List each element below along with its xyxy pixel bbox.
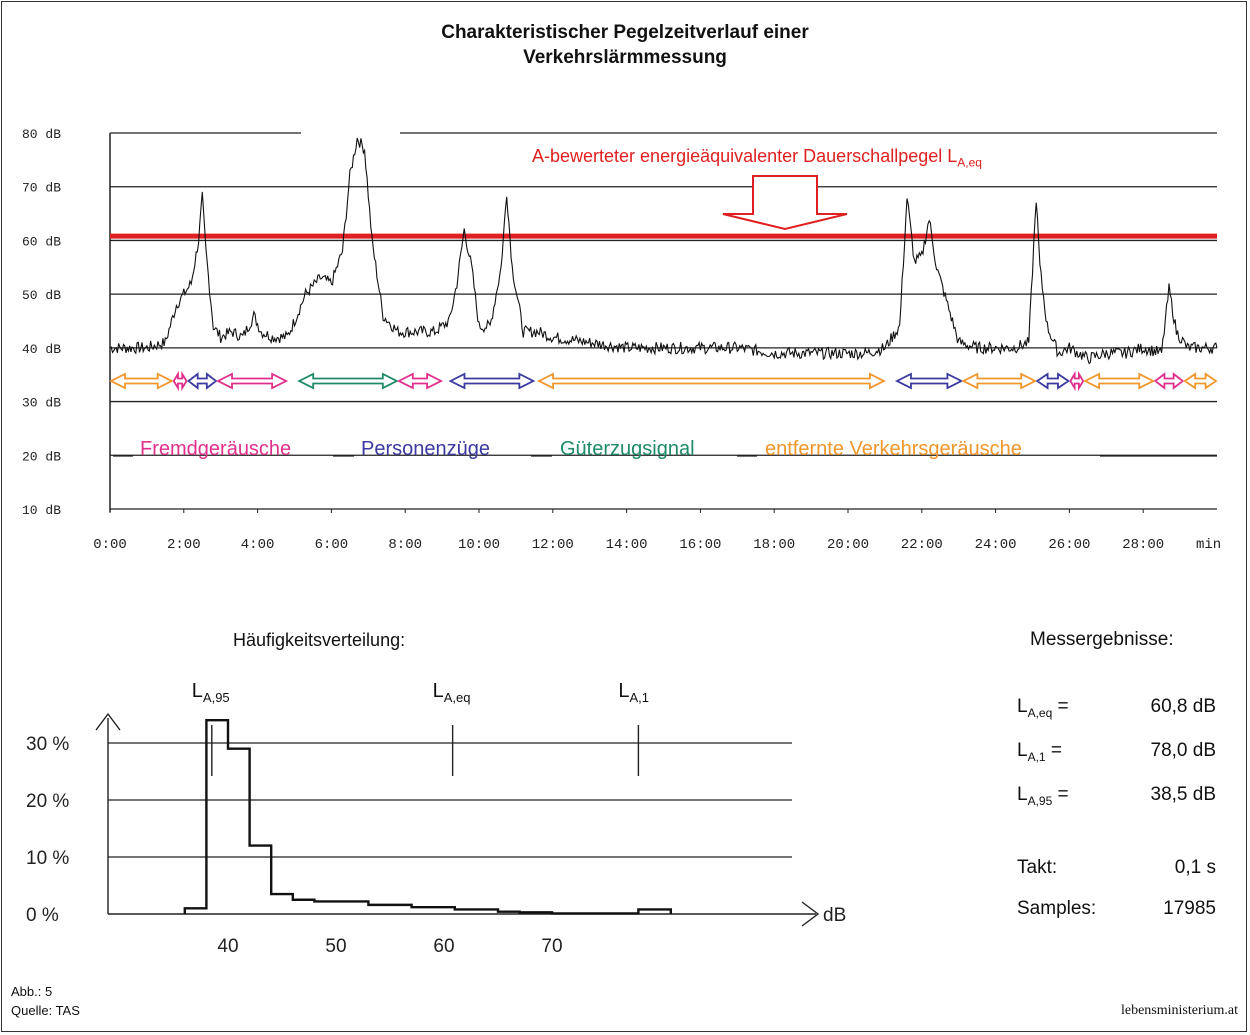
samples-label: Samples: [1017, 898, 1097, 919]
hist-x-arrow-icon [801, 901, 820, 927]
result-sub: A,1 [1027, 749, 1046, 764]
hist-marker-label: LA,eq [433, 680, 471, 705]
takt-value: 0,1 s [1174, 857, 1216, 878]
level-time-chart: 10 dB 20 dB 30 dB 40 dB 50 dB 60 dB 70 dB 80 dB… [22, 127, 1221, 553]
marker-sub: A,1 [629, 690, 650, 705]
hist-y-arrow-icon [95, 712, 121, 731]
marker-main: L [432, 680, 444, 702]
legend-item: Personenzüge [361, 438, 490, 460]
leq-label-main: A-bewerteter energieäquivalenter Dauersc… [532, 146, 958, 166]
band-arrow [172, 370, 188, 392]
hist-y-tick-label: 10 % [26, 848, 69, 869]
hist-marker-label: LA,95 [192, 680, 230, 705]
band-arrow [537, 372, 886, 390]
x-tick-label: 26:00 [1048, 537, 1090, 553]
band-arrow [1035, 372, 1071, 390]
band-arrow [448, 372, 536, 390]
title-line-2: Verkehrslärmmessung [523, 47, 727, 68]
marker-sub: A,95 [202, 690, 230, 705]
x-tick-label: 14:00 [606, 537, 648, 553]
leq-arrow-icon [722, 175, 848, 231]
chart-title: Charakteristischer Pegelzeitverlauf eine… [0, 20, 1250, 70]
marker-sub: A,eq [443, 690, 471, 705]
x-tick-label: 16:00 [679, 537, 721, 553]
legend-item: Fremdgeräusche [140, 438, 292, 460]
y-tick-label: 80 dB [22, 127, 61, 142]
marker-main: L [191, 680, 203, 702]
x-tick-label: 24:00 [975, 537, 1017, 553]
hist-y-tick-label: 20 % [26, 791, 69, 812]
result-eq: = [1057, 784, 1069, 805]
hist-x-tick-label: 70 [541, 936, 562, 957]
x-tick-label: 20:00 [827, 537, 869, 553]
result-sub: A,eq [1027, 705, 1053, 720]
result-eq: = [1050, 740, 1062, 761]
result-eq: = [1057, 696, 1069, 717]
hist-step-outline [183, 719, 672, 915]
x-tick-label: 12:00 [532, 537, 574, 553]
y-tick-label: 20 dB [22, 449, 61, 464]
x-axis-label: min [1196, 537, 1221, 553]
band-arrow [215, 372, 289, 390]
x-tick-label: 4:00 [241, 537, 275, 553]
hist-x-tick-label: 60 [433, 936, 454, 957]
result-main: L [1017, 740, 1028, 761]
results-title: Messergebnisse: [1030, 629, 1174, 650]
level-series-line [109, 137, 1218, 365]
y-tick-label: 50 dB [22, 288, 61, 303]
takt-label: Takt: [1017, 857, 1058, 878]
y-tick-label: 70 dB [22, 181, 61, 196]
result-label: LA,95 = [1017, 784, 1069, 808]
result-label: LA,1 = [1017, 740, 1062, 764]
y-tick-label: 30 dB [22, 396, 61, 411]
legend-item: Güterzugsignal [560, 438, 695, 460]
x-tick-label: 8:00 [388, 537, 422, 553]
result-main: L [1017, 696, 1028, 717]
result-sub: A,95 [1027, 793, 1053, 808]
hist-marker-label: LA,1 [618, 680, 649, 705]
hist-title: Häufigkeitsverteilung: [233, 630, 406, 650]
leq-label-sub: A,eq [957, 155, 982, 170]
x-tick-label: 2:00 [167, 537, 201, 553]
x-tick-label: 18:00 [753, 537, 795, 553]
band-arrow [1083, 372, 1156, 390]
hist-y-tick-label: 30 % [26, 734, 69, 755]
x-tick-label: 6:00 [315, 537, 349, 553]
hist-x-tick-label: 40 [217, 936, 238, 957]
hist-unit-label: dB [823, 905, 846, 926]
result-value: 38,5 dB [1150, 784, 1217, 805]
marker-main: L [618, 680, 630, 702]
result-main: L [1017, 784, 1028, 805]
footer-quelle: Quelle: TAS [11, 1003, 80, 1018]
y-tick-label: 60 dB [22, 234, 61, 249]
hist-y-tick-label: 0 % [26, 905, 59, 926]
footer-abb: Abb.: 5 [11, 984, 53, 999]
samples-value: 17985 [1163, 898, 1216, 919]
band-arrow [108, 372, 174, 390]
leq-label: A-bewerteter energieäquivalenter Dauersc… [532, 146, 982, 170]
x-tick-label: 22:00 [901, 537, 943, 553]
result-value: 60,8 dB [1150, 696, 1217, 717]
title-line-1: Charakteristischer Pegelzeitverlauf eine… [441, 22, 809, 43]
result-label: LA,eq = [1017, 696, 1069, 720]
band-arrow [396, 372, 444, 390]
x-tick-label: 0:00 [93, 537, 127, 553]
band-arrow [1153, 372, 1185, 390]
x-tick-label: 28:00 [1122, 537, 1164, 553]
y-tick-label: 40 dB [22, 342, 61, 357]
hist-x-tick-label: 50 [325, 936, 346, 957]
x-tick-label: 10:00 [458, 537, 500, 553]
band-arrow [1183, 372, 1218, 390]
band-arrow [961, 372, 1038, 390]
result-value: 78,0 dB [1150, 740, 1217, 761]
footer-site: lebensministerium.at [1120, 1003, 1238, 1018]
y-tick-label: 10 dB [22, 503, 61, 518]
legend-item: entfernte Verkehrsgeräusche [765, 438, 1022, 460]
